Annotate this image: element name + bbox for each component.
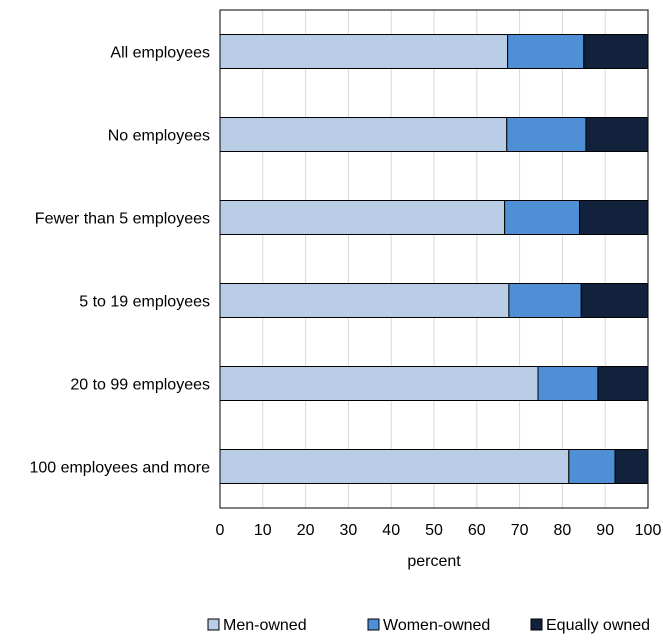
bar-0-2	[583, 34, 649, 69]
bar-2-0	[219, 200, 506, 235]
x-tick-label: 90	[596, 522, 614, 539]
category-label: 100 employees and more	[29, 460, 210, 477]
bars	[219, 34, 649, 484]
legend-label: Women-owned	[383, 617, 490, 634]
bar-1-0	[219, 117, 508, 152]
x-tick-label: 40	[382, 522, 400, 539]
legend-label: Men-owned	[223, 617, 307, 634]
bar-2-2	[579, 200, 649, 235]
x-axis-title: percent	[407, 553, 461, 570]
legend-swatch-1	[367, 618, 380, 631]
bar-0-0	[219, 34, 509, 69]
bar-2-1	[504, 200, 581, 235]
legend-swatch-0	[207, 618, 220, 631]
x-tick-label: 10	[254, 522, 272, 539]
category-label: 20 to 99 employees	[70, 377, 210, 394]
gridlines	[262, 10, 606, 508]
x-tick-label: 80	[554, 522, 572, 539]
legend-swatch-2	[530, 618, 543, 631]
bar-4-2	[597, 366, 649, 401]
bar-1-1	[506, 117, 587, 152]
category-label: 5 to 19 employees	[79, 294, 210, 311]
x-tick-label: 30	[340, 522, 358, 539]
category-label: Fewer than 5 employees	[35, 211, 210, 228]
bar-5-1	[568, 449, 616, 484]
x-tick-label: 100	[635, 522, 662, 539]
x-tick-label: 50	[425, 522, 443, 539]
bar-0-1	[507, 34, 585, 69]
bar-3-1	[508, 283, 582, 318]
x-tick-label: 0	[216, 522, 225, 539]
bar-3-2	[580, 283, 649, 318]
bar-3-0	[219, 283, 510, 318]
x-tick-label: 60	[468, 522, 486, 539]
bar-4-1	[537, 366, 599, 401]
legend-label: Equally owned	[546, 617, 650, 634]
bar-5-0	[219, 449, 570, 484]
bar-4-0	[219, 366, 539, 401]
category-labels: All employees No employees Fewer than 5 em…	[29, 45, 210, 477]
category-label: No employees	[108, 128, 210, 145]
plot-frame	[219, 9, 649, 509]
category-label: All employees	[110, 45, 210, 62]
x-tick-label: 20	[297, 522, 315, 539]
bar-1-2	[585, 117, 649, 152]
legend: Men-owned Women-owned Equally owned	[207, 617, 650, 634]
tick-labels: 0 10 20 30 40 50 60 70 80 90 100	[216, 522, 662, 539]
x-tick-label: 70	[511, 522, 529, 539]
bar-5-2	[614, 449, 649, 484]
